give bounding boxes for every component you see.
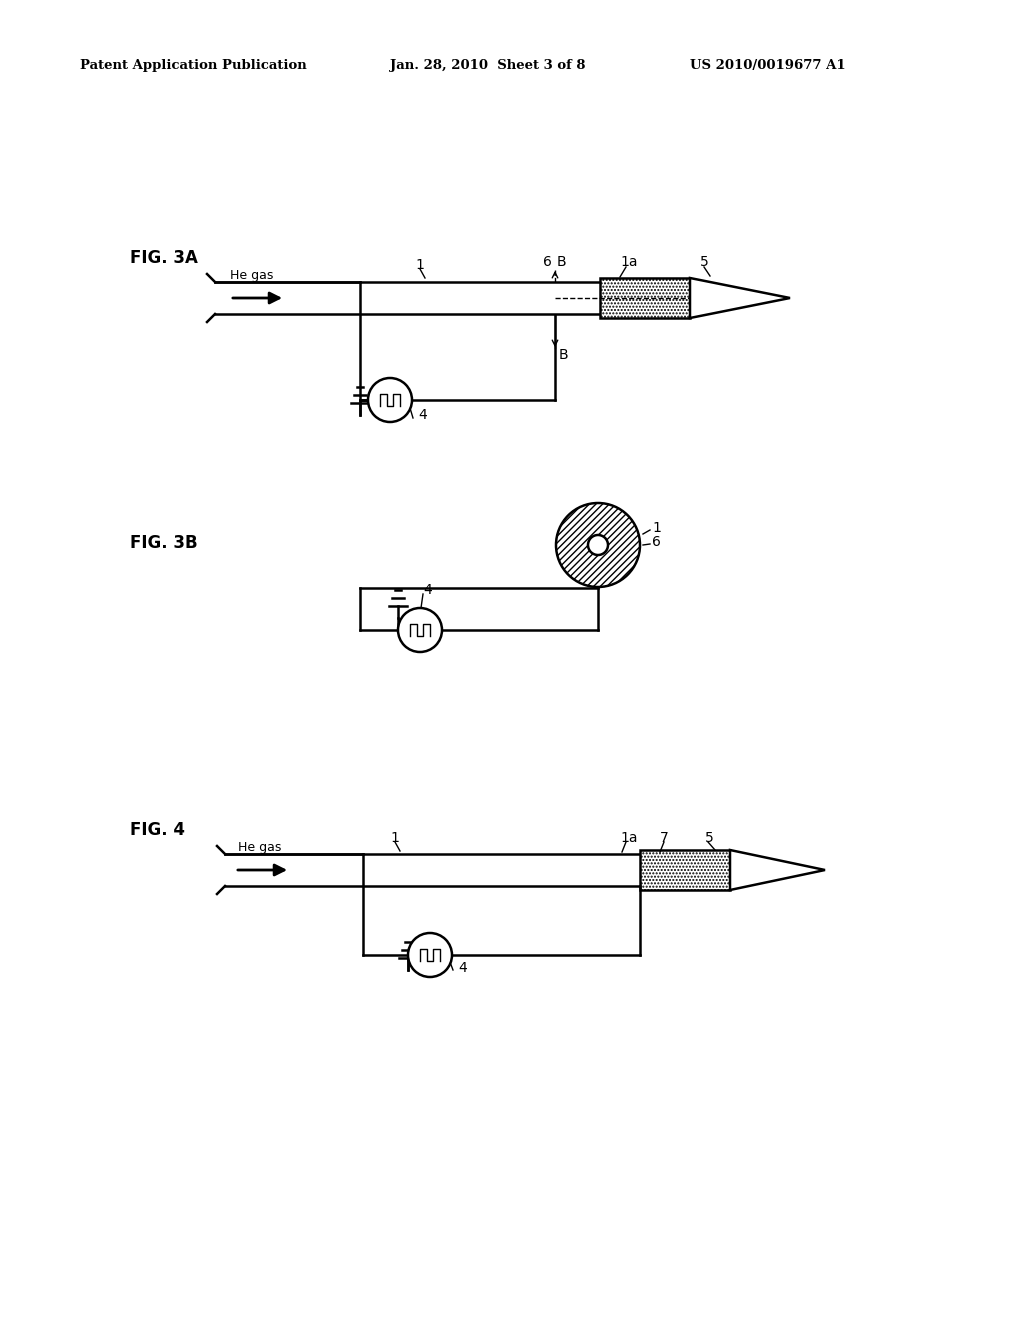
Circle shape <box>398 609 442 652</box>
Text: He gas: He gas <box>238 842 282 854</box>
Text: 4: 4 <box>418 408 427 422</box>
Text: 1: 1 <box>415 257 424 272</box>
Polygon shape <box>730 850 825 890</box>
Text: 1: 1 <box>652 521 660 535</box>
Text: Jan. 28, 2010  Sheet 3 of 8: Jan. 28, 2010 Sheet 3 of 8 <box>390 58 586 71</box>
Text: 1a: 1a <box>620 255 638 269</box>
Text: FIG. 3A: FIG. 3A <box>130 249 198 267</box>
Text: US 2010/0019677 A1: US 2010/0019677 A1 <box>690 58 846 71</box>
Text: He gas: He gas <box>230 269 273 282</box>
Text: 5: 5 <box>700 255 709 269</box>
Text: FIG. 4: FIG. 4 <box>130 821 185 840</box>
Text: 4: 4 <box>423 583 432 597</box>
Circle shape <box>408 933 452 977</box>
Text: 7: 7 <box>660 832 669 845</box>
Polygon shape <box>690 279 790 318</box>
Circle shape <box>368 378 412 422</box>
Text: B: B <box>559 348 568 362</box>
Bar <box>640 850 730 890</box>
Text: 1a: 1a <box>620 832 638 845</box>
Text: 4: 4 <box>458 961 467 975</box>
Text: Patent Application Publication: Patent Application Publication <box>80 58 307 71</box>
Text: 5: 5 <box>705 832 714 845</box>
Circle shape <box>556 503 640 587</box>
Text: FIG. 3B: FIG. 3B <box>130 535 198 552</box>
Text: 6: 6 <box>543 255 552 269</box>
Bar <box>600 279 690 318</box>
Text: 6: 6 <box>652 535 660 549</box>
Text: 1: 1 <box>390 832 399 845</box>
Circle shape <box>588 535 608 554</box>
Text: B: B <box>557 255 566 269</box>
